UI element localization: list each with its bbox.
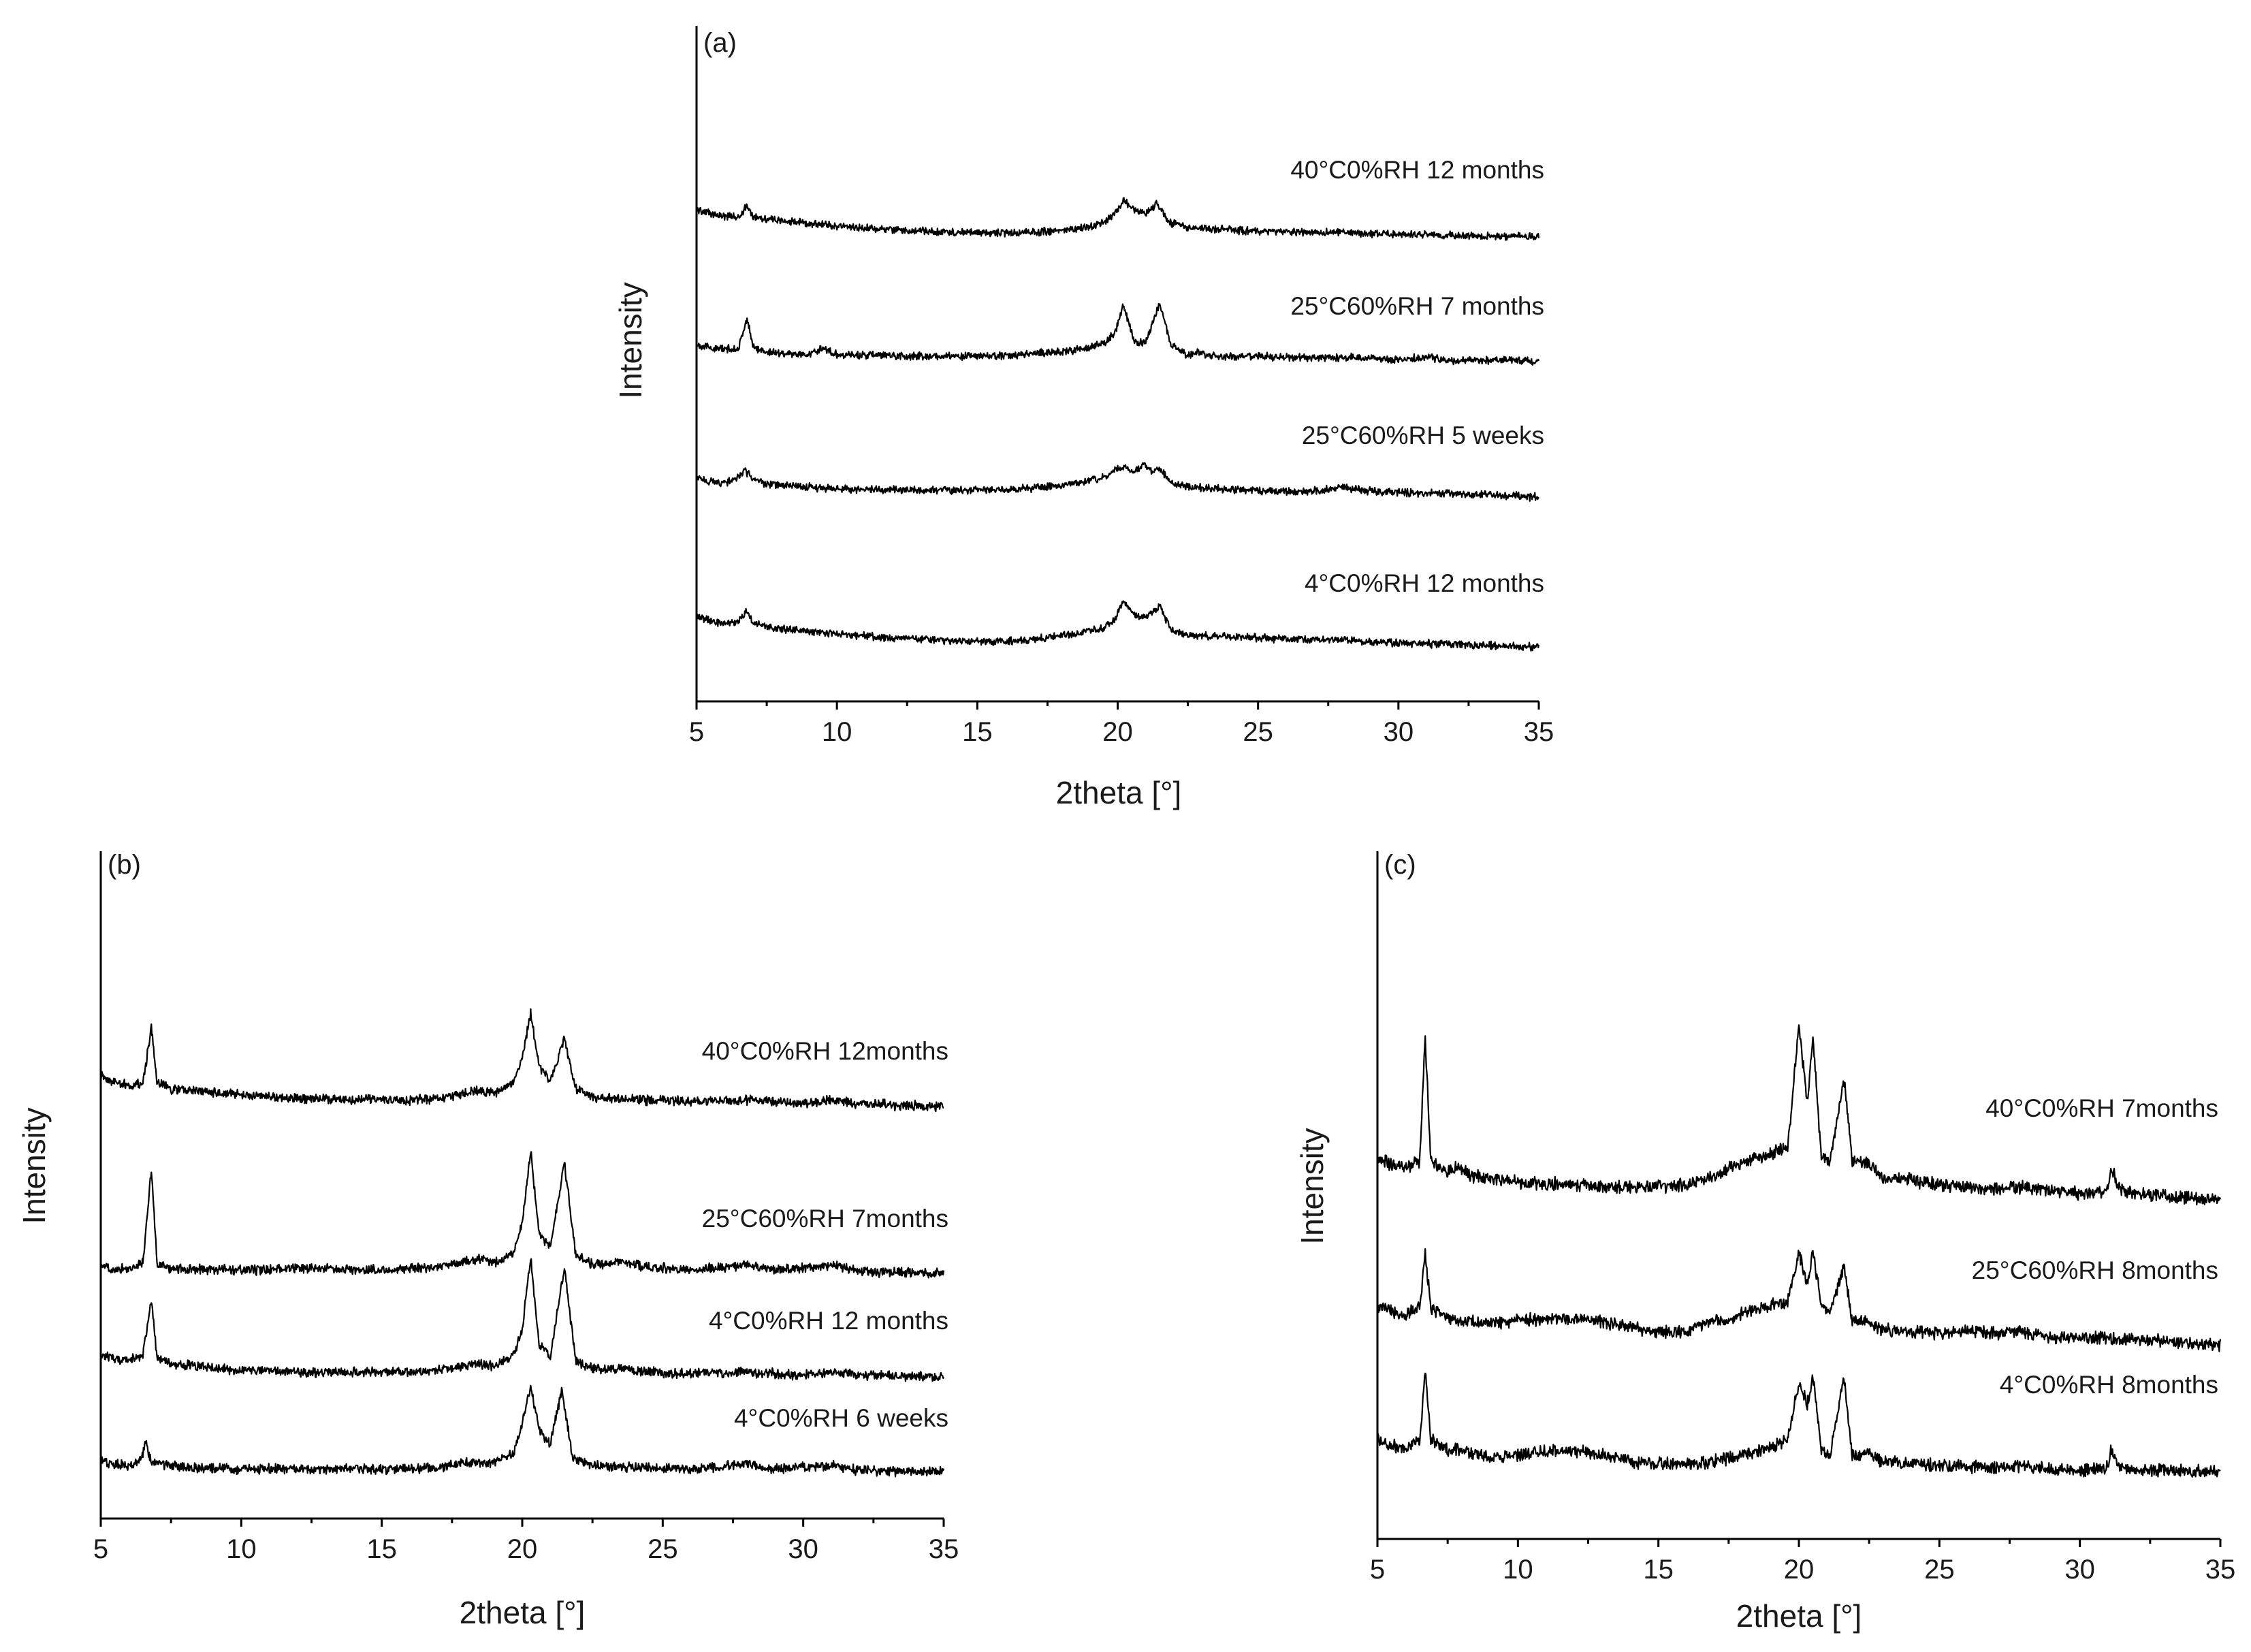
x-tick-label: 15 xyxy=(962,717,993,747)
series-trace xyxy=(695,462,1539,502)
x-tick-label: 35 xyxy=(1524,717,1554,747)
series-trace xyxy=(1376,1024,2222,1206)
y-axis-title: Intensity xyxy=(613,282,648,398)
series-trace xyxy=(1376,1248,2222,1352)
panel-label: (c) xyxy=(1384,850,1416,880)
x-tick-label: 15 xyxy=(1643,1555,1674,1585)
chart-panel-c: (c) Intensity 2theta [°] 5 10 15 20 25 30 35 40… xyxy=(1294,850,2235,1634)
panel-label: (a) xyxy=(703,28,737,58)
series-label: 25°C60%RH 7months xyxy=(702,1205,948,1233)
x-tick-label: 25 xyxy=(648,1534,678,1564)
x-tick-label: 35 xyxy=(929,1534,959,1564)
x-tick-label: 30 xyxy=(2064,1555,2095,1585)
x-tick-label: 20 xyxy=(507,1534,538,1564)
x-axis-title: 2theta [°] xyxy=(460,1595,586,1630)
x-tick-label: 35 xyxy=(2205,1555,2236,1585)
series-trace xyxy=(695,303,1540,366)
x-tick-label: 5 xyxy=(93,1534,108,1564)
series-label: 4°C0%RH 12 months xyxy=(1305,569,1544,597)
series-label: 4°C0%RH 6 weeks xyxy=(734,1404,948,1432)
x-tick-label: 20 xyxy=(1102,717,1133,747)
series-label: 40°C0%RH 7months xyxy=(1985,1094,2218,1122)
x-tick-label: 30 xyxy=(788,1534,818,1564)
x-tick-label: 10 xyxy=(822,717,852,747)
x-tick-label: 25 xyxy=(1243,717,1273,747)
series-label: 40°C0%RH 12 months xyxy=(1290,156,1544,184)
x-axis-title: 2theta [°] xyxy=(1736,1598,1862,1634)
x-axis-title: 2theta [°] xyxy=(1056,775,1182,810)
series-trace xyxy=(696,600,1540,652)
x-tick-label: 10 xyxy=(226,1534,257,1564)
series-label: 4°C0%RH 12 months xyxy=(709,1307,948,1335)
y-axis-title: Intensity xyxy=(1294,1128,1330,1244)
x-tick-label: 25 xyxy=(1924,1555,1955,1585)
panel-label: (b) xyxy=(108,850,141,880)
series-trace xyxy=(696,197,1540,241)
series-trace xyxy=(99,1151,945,1279)
x-tick-label: 10 xyxy=(1503,1555,1533,1585)
series-label: 25°C60%RH 5 weeks xyxy=(1302,422,1544,449)
x-tick-label: 30 xyxy=(1384,717,1414,747)
series-trace xyxy=(99,1008,944,1113)
x-tick-label: 15 xyxy=(366,1534,397,1564)
x-tick-label: 5 xyxy=(1370,1555,1385,1585)
chart-panel-b: (b) Intensity 2theta [°] 5 10 15 20 25 30 35 40… xyxy=(16,850,959,1630)
x-tick-label: 5 xyxy=(689,717,704,747)
series-label: 25°C60%RH 7 months xyxy=(1290,292,1544,320)
y-axis-title: Intensity xyxy=(16,1107,52,1224)
series-label: 40°C0%RH 12months xyxy=(702,1037,948,1065)
x-tick-label: 20 xyxy=(1784,1555,1815,1585)
series-label: 4°C0%RH 8months xyxy=(2000,1371,2218,1399)
series-trace xyxy=(99,1258,944,1382)
chart-panel-a: (a) Intensity 2theta [°] 5 10 15 20 25 30 35 40… xyxy=(613,26,1554,810)
series-trace xyxy=(99,1384,945,1478)
series-trace xyxy=(1376,1372,2221,1478)
series-label: 25°C60%RH 8months xyxy=(1972,1256,2218,1284)
